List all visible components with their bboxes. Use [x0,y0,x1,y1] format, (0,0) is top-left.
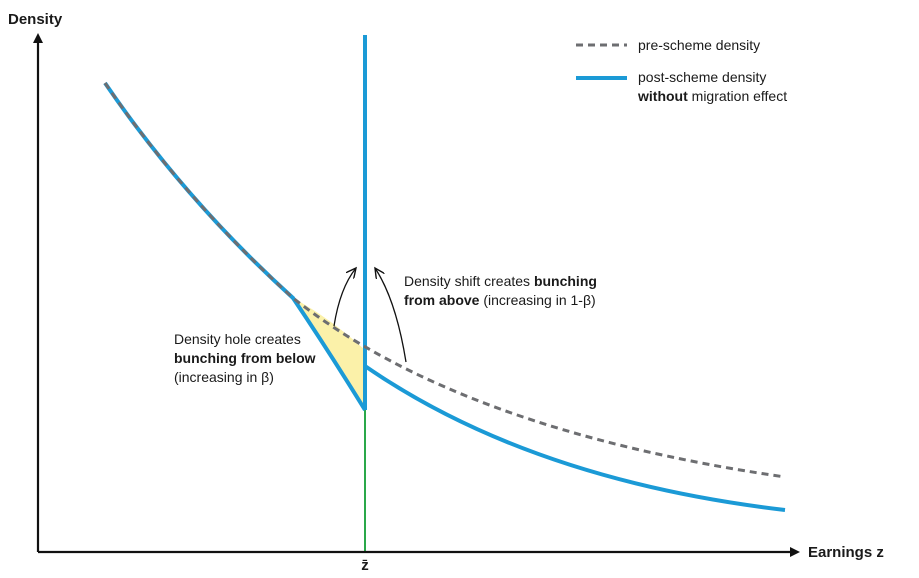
annotation-above-bold2: from above [404,292,480,308]
legend-pre-label: pre-scheme density [638,37,760,53]
density-hole-region [293,298,365,410]
annotation-above-normal: Density shift creates [404,273,534,289]
annotation-from-below: Density hole creates bunching from below… [174,331,316,385]
bunching-from-above-arrow [375,268,407,363]
annotation-above-line1: Density shift creates bunching [404,273,597,289]
annotation-below-line2: bunching from below [174,350,316,366]
legend-post-label-line1: post-scheme density [638,69,766,85]
annotation-from-above: Density shift creates bunching from abov… [404,273,597,308]
legend-post-bold: without [637,88,688,104]
legend: pre-scheme density post-scheme density w… [576,37,787,104]
annotation-below-line3: (increasing in β) [174,369,274,385]
annotation-below-line1: Density hole creates [174,331,301,347]
post-scheme-curve-right [363,364,786,512]
annotation-above-normal2: (increasing in 1-β) [479,292,595,308]
x-axis-label: Earnings z [808,544,884,561]
annotation-above-line2: from above (increasing in 1-β) [404,292,596,308]
legend-post-label-line2: without migration effect [637,88,787,104]
annotation-above-bold: bunching [534,273,597,289]
y-axis-label: Density [8,11,63,28]
pre-scheme-curve [103,82,786,479]
legend-post-rest: migration effect [688,88,787,104]
bunching-from-below-arrow [333,268,356,327]
threshold-tick-label: z̄ [361,557,369,574]
